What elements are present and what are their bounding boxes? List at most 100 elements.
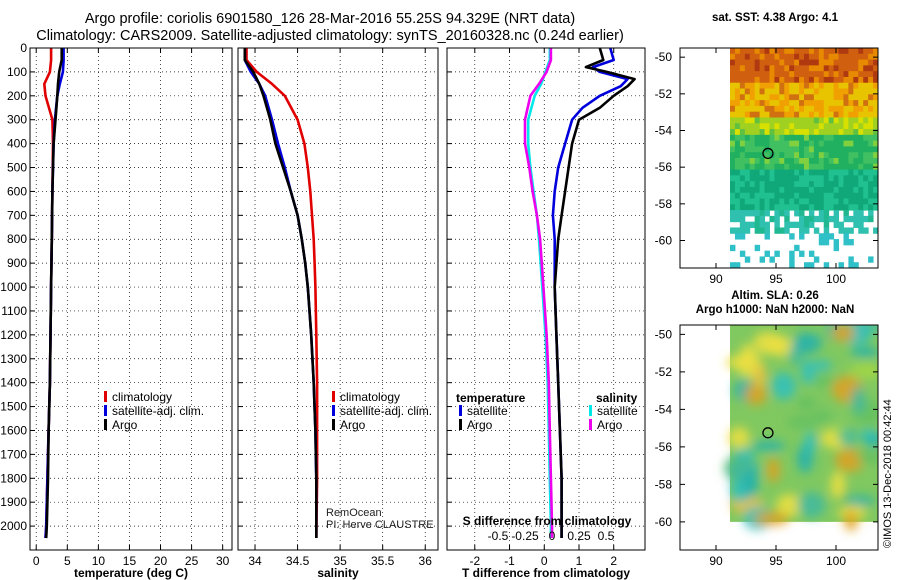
sst-cell (843, 82, 849, 90)
sst-cell (730, 244, 736, 252)
sst-cell (843, 59, 849, 66)
sst-cell (828, 152, 835, 159)
legend-label: satellite (597, 404, 638, 418)
sst-cell (848, 71, 854, 78)
sst-cell (744, 48, 751, 55)
sst-cell (734, 59, 741, 66)
sst-cell (769, 186, 775, 194)
sst-cell (853, 262, 859, 268)
legend-swatch (104, 419, 107, 430)
sst-cell (843, 117, 849, 124)
sst-cell (749, 158, 756, 165)
sst-cell (808, 129, 815, 136)
sst-cell (828, 100, 835, 107)
chart-title-line2: Climatology: CARS2009. Satellite-adjuste… (36, 28, 624, 44)
panel-frame (237, 47, 439, 551)
sst-cell (873, 71, 878, 78)
sla-blob (744, 383, 767, 406)
sst-cell (779, 123, 785, 130)
sst-cell (868, 163, 874, 171)
sst-cell (779, 169, 785, 176)
sst-cell (833, 192, 840, 200)
sst-cell (789, 192, 795, 200)
top-tick-label: -0.5 (488, 529, 509, 543)
sst-cell (789, 152, 795, 159)
sst-cell (779, 204, 785, 211)
sst-cell (734, 76, 741, 84)
sst-cell (739, 186, 746, 194)
sst-cell (784, 169, 790, 176)
sst-cell (794, 65, 800, 72)
sst-cell (789, 111, 795, 118)
sst-cell (789, 181, 795, 188)
sst-cell (799, 169, 805, 176)
sst-cell (868, 129, 874, 136)
sst-cell (730, 262, 736, 268)
sst-cell (848, 82, 854, 90)
sst-cell (744, 210, 751, 217)
map-y-tick-label: -50 (655, 327, 673, 341)
sst-cell (818, 239, 825, 246)
sst-cell (813, 204, 820, 211)
sst-cell (863, 53, 869, 61)
sst-cell (784, 117, 790, 124)
sst-cell (794, 198, 800, 205)
sst-cell (823, 129, 830, 136)
sst-cell (813, 192, 820, 200)
sst-cell (858, 71, 864, 78)
sst-cell (838, 65, 844, 72)
sst-cell (838, 53, 844, 61)
sst-cell (739, 158, 746, 165)
sst-cell (868, 204, 874, 211)
sla-blob (834, 448, 865, 473)
sst-cell (734, 215, 741, 223)
sst-cell (838, 111, 844, 118)
sst-cell (868, 192, 874, 200)
sst-cell (808, 82, 815, 90)
sst-cell (848, 53, 854, 61)
sst-cell (813, 163, 820, 171)
sst-cell (754, 169, 761, 176)
sst-cell (848, 88, 854, 95)
sst-cell (730, 215, 736, 223)
sst-cell (804, 129, 810, 136)
sst-cell (853, 53, 859, 61)
sst-cell (794, 53, 800, 61)
sst-cell (848, 123, 854, 130)
sst-cell (744, 192, 751, 200)
sst-cell (823, 140, 830, 147)
sst-cell (784, 48, 790, 55)
sst-cell (813, 158, 820, 165)
sst-cell (799, 158, 805, 165)
sst-cell (749, 163, 756, 171)
sst-cell (794, 140, 800, 147)
sst-cell (868, 181, 874, 188)
sst-cell (784, 134, 790, 142)
legend-swatch (332, 405, 335, 416)
sst-cell (754, 198, 761, 205)
sst-cell (838, 204, 844, 211)
sst-cell (799, 221, 805, 228)
legend-label: Argo (340, 418, 366, 432)
sst-cell (784, 158, 790, 165)
sst-cell (749, 117, 756, 124)
sst-cell (828, 204, 835, 211)
sst-cell (813, 53, 820, 61)
sst-cell (823, 215, 830, 223)
sst-cell (823, 94, 830, 101)
sst-cell (863, 204, 869, 211)
sla-blob (771, 372, 796, 400)
sst-cell (744, 227, 751, 234)
sst-cell (789, 262, 795, 268)
sst-cell (730, 181, 736, 188)
y-tick-label: 400 (7, 137, 27, 151)
sla-blob (753, 363, 767, 389)
sla-blob (846, 495, 876, 506)
sst-cell (749, 204, 756, 211)
sst-cell (858, 163, 864, 171)
x-tick-label: -1 (504, 554, 515, 568)
sst-cell (744, 129, 751, 136)
sst-cell (858, 169, 864, 176)
sst-cell (843, 129, 849, 136)
x-tick-label: 20 (154, 554, 168, 568)
